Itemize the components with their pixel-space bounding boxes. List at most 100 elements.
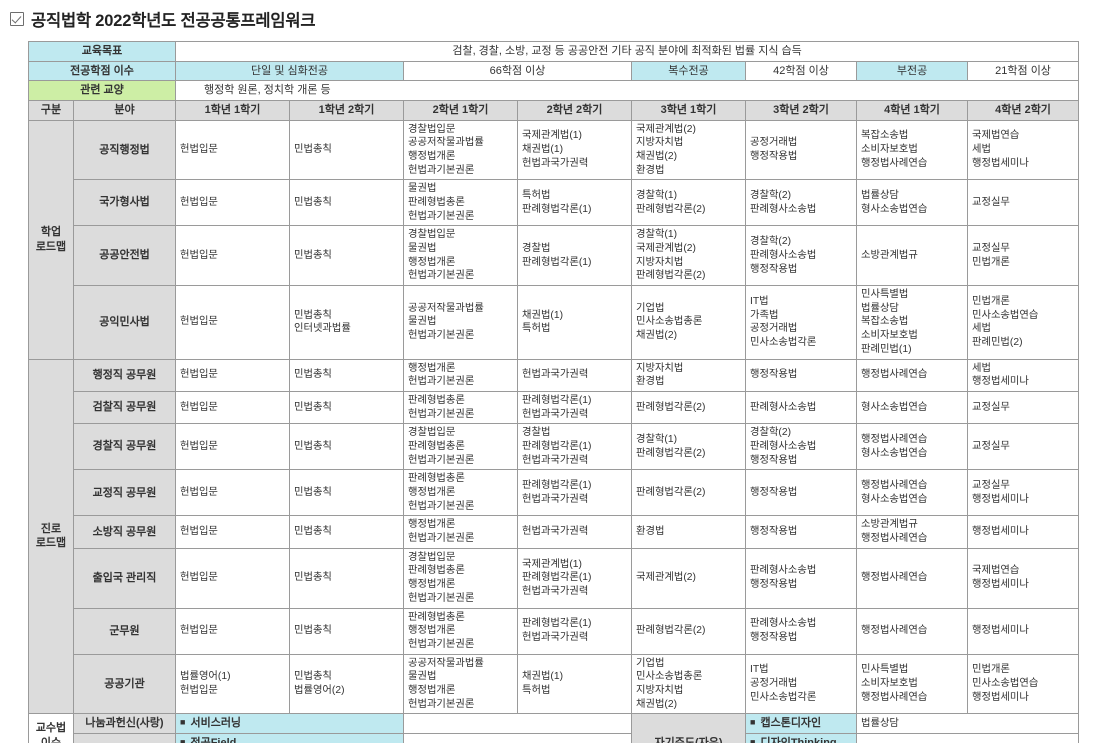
course-cell: 행정법개론 헌법과기본권론 bbox=[403, 358, 519, 392]
field-label: 교정직 공무원 bbox=[72, 469, 177, 517]
course-cell: 경찰학(2) 판례형사소송법 행정작용법 bbox=[745, 423, 858, 471]
teaching-group-label-selfdirected: 자기주도(자유) bbox=[631, 713, 747, 743]
course-cell: 헌법입문 bbox=[175, 285, 291, 360]
teaching-item-label: 서비스러닝 bbox=[190, 717, 242, 730]
course-cell: 헌법입문 bbox=[175, 515, 291, 549]
course-cell: 민법총칙 bbox=[289, 607, 405, 655]
course-cell: 민법총칙 bbox=[289, 423, 405, 471]
table-row: 출입국 관리직 헌법입문 민법총칙 경찰법입문 판례형법총론 행정법개론 헌법과… bbox=[29, 547, 1080, 609]
course-cell: 헌법입문 bbox=[175, 225, 291, 287]
course-cell: IT법 가족법 공정거래법 민사소송법각론 bbox=[745, 285, 858, 360]
course-cell: 국제관계법(1) 채권법(1) 헌법과국가권력 bbox=[517, 119, 633, 181]
row-major-credits: 전공학점 이수 단일 및 심화전공 66학점 이상 복수전공 42학점 이상 부… bbox=[27, 60, 1080, 82]
course-cell: 형사소송법연습 bbox=[856, 390, 969, 425]
teaching-item-label: 디자인Thinking bbox=[760, 736, 837, 743]
field-label: 공직행정법 bbox=[72, 119, 177, 181]
field-label: 경찰직 공무원 bbox=[72, 423, 177, 471]
course-cell: 민법총칙 bbox=[289, 358, 405, 392]
course-cell: 판례형사소송법 행정작용법 bbox=[745, 547, 858, 609]
course-cell: 헌법입문 bbox=[175, 469, 291, 517]
course-cell: 세법 행정법세미나 bbox=[967, 358, 1080, 392]
teaching-item-label: 전공Field bbox=[190, 736, 237, 743]
course-cell: 경찰학(2) 판례형사소송법 행정작용법 bbox=[745, 225, 858, 287]
course-cell: 민법개론 민사소송법연습 행정법세미나 bbox=[967, 653, 1080, 715]
major-credits-label: 전공학점 이수 bbox=[27, 60, 177, 82]
course-cell: 환경법 bbox=[631, 515, 747, 549]
teaching-item-value bbox=[856, 732, 1080, 743]
course-cell: IT법 공정거래법 민사소송법각론 bbox=[745, 653, 858, 715]
framework-table: 교육목표 검찰, 경찰, 소방, 교정 등 공공안전 기타 공직 분야에 최적화… bbox=[27, 41, 1080, 743]
course-cell: 민법총칙 인터넷과법률 bbox=[289, 285, 405, 360]
field-label: 출입국 관리직 bbox=[72, 547, 177, 609]
course-cell: 행정작용법 bbox=[745, 358, 858, 392]
teaching-item-design-thinking: ■ 디자인Thinking bbox=[745, 732, 858, 743]
teaching-item-label: 캡스톤디자인 bbox=[760, 717, 822, 730]
course-cell: 헌법과국가권력 bbox=[517, 515, 633, 549]
course-cell: 경찰학(1) 판례형법각론(2) bbox=[631, 179, 747, 227]
teaching-item-value bbox=[403, 732, 633, 743]
course-cell: 민법총칙 bbox=[289, 179, 405, 227]
header-semester-2-1: 2학년 1학기 bbox=[403, 99, 519, 121]
field-label: 소방직 공무원 bbox=[72, 515, 177, 549]
course-cell: 경찰법 판례형법각론(1) 헌법과국가권력 bbox=[517, 423, 633, 471]
row-education-goal: 교육목표 검찰, 경찰, 소방, 교정 등 공공안전 기타 공직 분야에 최적화… bbox=[27, 41, 1080, 62]
course-cell: 헌법입문 bbox=[175, 179, 291, 227]
course-cell: 국제관계법(2) 지방자치법 채권법(2) 환경법 bbox=[631, 119, 747, 181]
course-cell: 국제법연습 세법 행정법세미나 bbox=[967, 119, 1080, 181]
course-cell: 채권법(1) 특허법 bbox=[517, 653, 633, 715]
credit-value-single: 66학점 이상 bbox=[403, 60, 633, 82]
teaching-group-label-community: 지역사회맞춤(빛) bbox=[72, 732, 177, 743]
row-teaching-method-2: 지역사회맞춤(빛) ■ 전공Field ■ 디자인Thinking bbox=[29, 732, 1080, 743]
course-cell: 헌법입문 bbox=[175, 390, 291, 425]
liberal-arts-label: 관련 교양 bbox=[27, 80, 177, 101]
table-row: 교정직 공무원 헌법입문 민법총칙 판례형법총론 행정법개론 헌법과기본권론 판… bbox=[29, 469, 1080, 517]
credit-value-double: 42학점 이상 bbox=[745, 60, 858, 82]
course-cell: 특허법 판례형법각론(1) bbox=[517, 179, 633, 227]
course-cell: 경찰법입문 판례형법총론 행정법개론 헌법과기본권론 bbox=[403, 547, 519, 609]
course-cell: 소방관계법규 bbox=[856, 225, 969, 287]
course-cell: 행정법사례연습 bbox=[856, 358, 969, 392]
header-semester-3-1: 3학년 1학기 bbox=[631, 99, 747, 121]
course-cell: 행정법세미나 bbox=[967, 607, 1080, 655]
course-cell: 경찰법입문 물권법 행정법개론 헌법과기본권론 bbox=[403, 225, 519, 287]
teaching-item-value bbox=[403, 713, 633, 734]
course-cell: 지방자치법 환경법 bbox=[631, 358, 747, 392]
field-label: 군무원 bbox=[72, 607, 177, 655]
course-cell: 경찰학(2) 판례형사소송법 bbox=[745, 179, 858, 227]
course-cell: 행정법사례연습 bbox=[856, 607, 969, 655]
course-cell: 민법총칙 bbox=[289, 119, 405, 181]
field-label: 검찰직 공무원 bbox=[72, 390, 177, 425]
teaching-item-capstone-design: ■ 캡스톤디자인 bbox=[745, 713, 858, 734]
teaching-group-label-sharing: 나눔과헌신(사랑) bbox=[72, 713, 177, 734]
course-cell: 헌법과국가권력 bbox=[517, 358, 633, 392]
course-cell: 민사특별법 소비자보호법 행정법사례연습 bbox=[856, 653, 969, 715]
field-label: 국가형사법 bbox=[72, 179, 177, 227]
course-cell: 물권법 판례형법총론 헌법과기본권론 bbox=[403, 179, 519, 227]
course-cell: 행정법세미나 bbox=[967, 515, 1080, 549]
course-cell: 판례형법각론(2) bbox=[631, 607, 747, 655]
course-cell: 경찰법 판례형법각론(1) bbox=[517, 225, 633, 287]
course-cell: 헌법입문 bbox=[175, 607, 291, 655]
teaching-item-service-learning: ■ 서비스러닝 bbox=[175, 713, 405, 734]
course-cell: 판례형법각론(1) 헌법과국가권력 bbox=[517, 390, 633, 425]
course-cell: 판례형법각론(1) 헌법과국가권력 bbox=[517, 607, 633, 655]
course-cell: 판례형사소송법 bbox=[745, 390, 858, 425]
credit-value-minor: 21학점 이상 bbox=[967, 60, 1080, 82]
course-cell: 국제법연습 행정법세미나 bbox=[967, 547, 1080, 609]
bullet-square-icon: ■ bbox=[750, 717, 756, 728]
header-semester-4-1: 4학년 1학기 bbox=[856, 99, 969, 121]
course-cell: 행정법사례연습 bbox=[856, 547, 969, 609]
bullet-square-icon: ■ bbox=[750, 736, 756, 743]
bullet-square-icon: ■ bbox=[180, 736, 186, 743]
course-cell: 공정거래법 행정작용법 bbox=[745, 119, 858, 181]
table-row: 군무원 헌법입문 민법총칙 판례형법총론 행정법개론 헌법과기본권론 판례형법각… bbox=[29, 607, 1080, 655]
course-cell: 기업법 민사소송법총론 지방자치법 채권법(2) bbox=[631, 653, 747, 715]
course-cell: 소방관계법규 행정법사례연습 bbox=[856, 515, 969, 549]
course-cell: 국제관계법(1) 판례형법각론(1) 헌법과국가권력 bbox=[517, 547, 633, 609]
field-label: 공공기관 bbox=[72, 653, 177, 715]
course-cell: 행정법개론 헌법과기본권론 bbox=[403, 515, 519, 549]
header-semester-1-2: 1학년 2학기 bbox=[289, 99, 405, 121]
course-cell: 판례형법각론(2) bbox=[631, 390, 747, 425]
table-row: 경찰직 공무원 헌법입문 민법총칙 경찰법입문 판례형법총론 헌법과기본권론 경… bbox=[29, 423, 1080, 471]
